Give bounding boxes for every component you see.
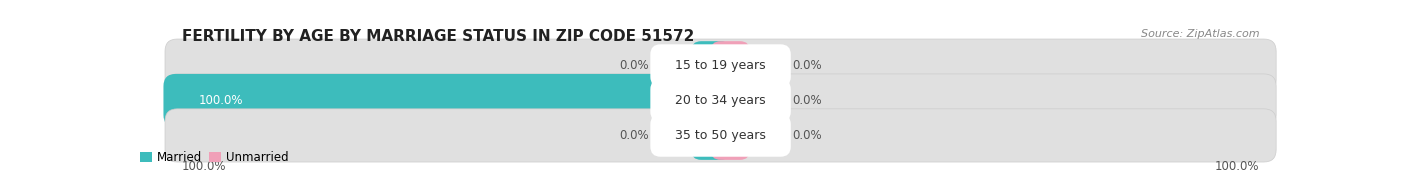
- FancyBboxPatch shape: [692, 41, 731, 90]
- Legend: Married, Unmarried: Married, Unmarried: [136, 146, 294, 168]
- Text: FERTILITY BY AGE BY MARRIAGE STATUS IN ZIP CODE 51572: FERTILITY BY AGE BY MARRIAGE STATUS IN Z…: [181, 29, 695, 44]
- Text: 0.0%: 0.0%: [792, 59, 823, 72]
- Text: 15 to 19 years: 15 to 19 years: [675, 59, 766, 72]
- FancyBboxPatch shape: [651, 79, 790, 122]
- Text: 0.0%: 0.0%: [792, 129, 823, 142]
- FancyBboxPatch shape: [165, 39, 1277, 92]
- FancyBboxPatch shape: [651, 44, 790, 87]
- FancyBboxPatch shape: [692, 111, 731, 160]
- FancyBboxPatch shape: [710, 76, 749, 125]
- Text: 0.0%: 0.0%: [619, 129, 650, 142]
- FancyBboxPatch shape: [165, 74, 1277, 127]
- Text: 100.0%: 100.0%: [200, 94, 243, 107]
- Text: 100.0%: 100.0%: [1215, 160, 1260, 173]
- FancyBboxPatch shape: [163, 74, 733, 127]
- Text: 35 to 50 years: 35 to 50 years: [675, 129, 766, 142]
- FancyBboxPatch shape: [710, 41, 749, 90]
- Text: 100.0%: 100.0%: [181, 160, 226, 173]
- Text: 20 to 34 years: 20 to 34 years: [675, 94, 766, 107]
- FancyBboxPatch shape: [710, 111, 749, 160]
- FancyBboxPatch shape: [651, 114, 790, 157]
- Text: 0.0%: 0.0%: [792, 94, 823, 107]
- Text: 0.0%: 0.0%: [619, 59, 650, 72]
- FancyBboxPatch shape: [165, 109, 1277, 162]
- Text: Source: ZipAtlas.com: Source: ZipAtlas.com: [1140, 29, 1260, 39]
